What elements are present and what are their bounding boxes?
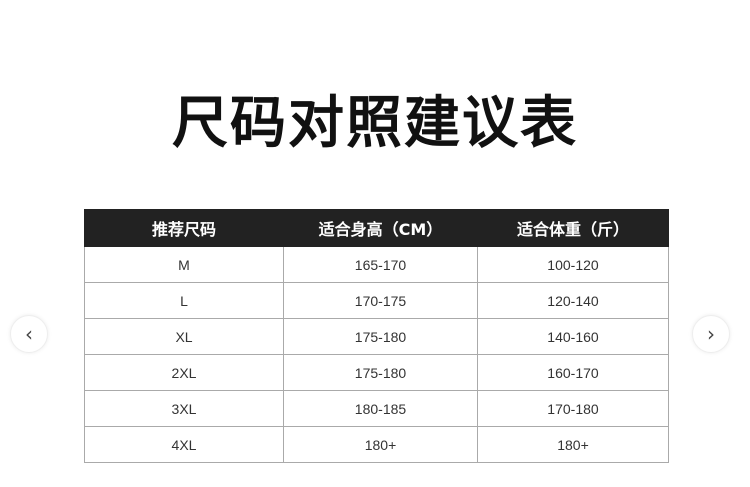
chevron-left-icon: ‹ xyxy=(25,322,33,346)
table-row: L 170-175 120-140 xyxy=(84,282,669,319)
table-cell: 175-180 xyxy=(283,318,478,355)
table-cell: 170-180 xyxy=(477,390,669,427)
page-title: 尺码对照建议表 xyxy=(172,91,578,156)
table-cell: 140-160 xyxy=(477,318,669,355)
chevron-right-icon: › xyxy=(707,322,715,346)
column-header: 推荐尺码 xyxy=(84,209,284,247)
table-header-row: 推荐尺码 适合身高（CM） 适合体重（斤） xyxy=(84,209,669,247)
table-cell: 180+ xyxy=(477,426,669,463)
table-cell: 4XL xyxy=(84,426,284,463)
table-cell: M xyxy=(84,246,284,283)
size-chart-table: 推荐尺码 适合身高（CM） 适合体重（斤） M 165-170 100-120 L 17… xyxy=(84,209,669,463)
table-cell: L xyxy=(84,282,284,319)
carousel-next-button[interactable]: › xyxy=(692,315,730,353)
table-cell: 160-170 xyxy=(477,354,669,391)
column-header: 适合身高（CM） xyxy=(283,209,478,247)
table-cell: 180-185 xyxy=(283,390,478,427)
table-row: M 165-170 100-120 xyxy=(84,246,669,283)
table-cell: XL xyxy=(84,318,284,355)
carousel-prev-button[interactable]: ‹ xyxy=(10,315,48,353)
table-row: 4XL 180+ 180+ xyxy=(84,426,669,463)
table-cell: 120-140 xyxy=(477,282,669,319)
table-cell: 165-170 xyxy=(283,246,478,283)
table-row: 3XL 180-185 170-180 xyxy=(84,390,669,427)
table-cell: 3XL xyxy=(84,390,284,427)
table-cell: 170-175 xyxy=(283,282,478,319)
table-cell: 100-120 xyxy=(477,246,669,283)
table-cell: 180+ xyxy=(283,426,478,463)
table-row: 2XL 175-180 160-170 xyxy=(84,354,669,391)
table-cell: 175-180 xyxy=(283,354,478,391)
table-row: XL 175-180 140-160 xyxy=(84,318,669,355)
table-cell: 2XL xyxy=(84,354,284,391)
column-header: 适合体重（斤） xyxy=(477,209,669,247)
